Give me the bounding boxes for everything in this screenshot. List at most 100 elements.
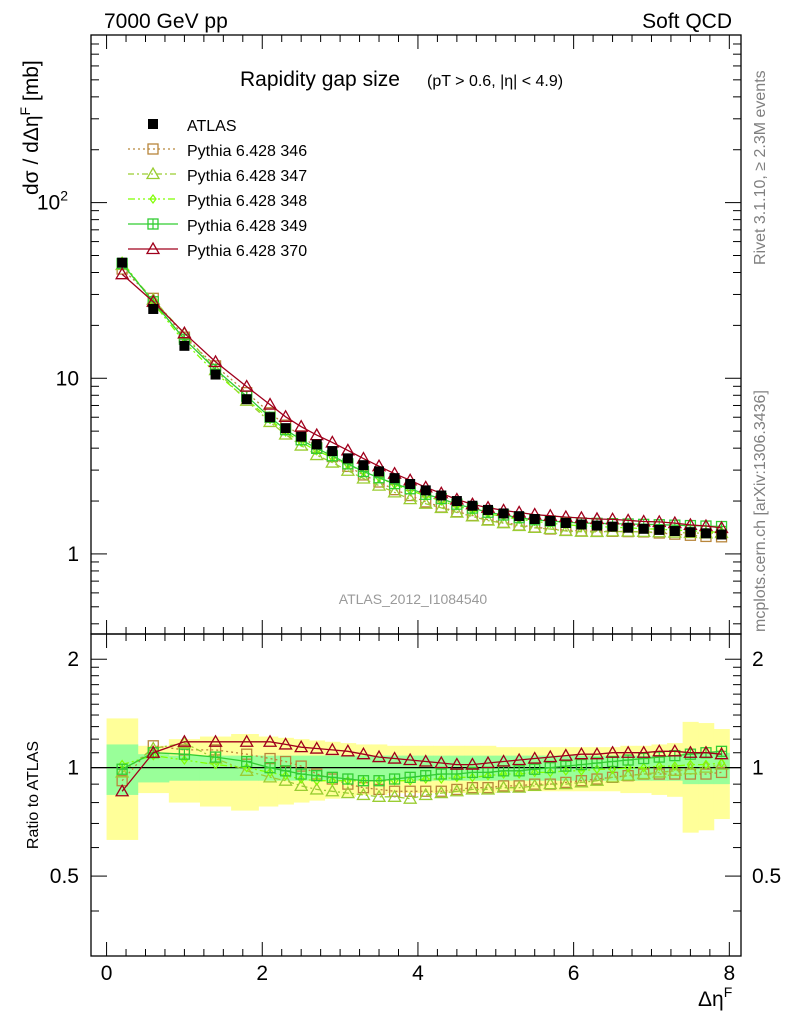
ratio-line-1: [121, 742, 722, 800]
ratio-point-2: [717, 758, 726, 769]
series-point-1: [558, 523, 573, 537]
ratio-point-2: [499, 769, 508, 780]
series-point-1: [340, 463, 356, 476]
legend-marker-1: [145, 166, 161, 180]
ratio-point-2: [468, 772, 477, 783]
series-point-1: [403, 491, 418, 505]
ratio-point-4: [652, 744, 667, 757]
ratio-point-4: [434, 755, 449, 769]
ratio-point-1: [115, 765, 130, 778]
ratio-point-1: [465, 782, 480, 795]
ratio-point-1: [309, 782, 324, 795]
ratio-point-4: [683, 745, 698, 758]
ratio-point-1: [294, 778, 309, 792]
legend-label-4: Pythia 6.428 370: [187, 243, 307, 260]
series-point-4: [208, 354, 223, 368]
ratio-series-layer: [115, 734, 729, 804]
ratio-point-1: [239, 763, 254, 776]
ratio-point-1: [418, 787, 433, 801]
ratio-point-2: [546, 767, 555, 778]
ratio-point-1: [496, 780, 511, 793]
ratio-point-0: [404, 785, 416, 797]
x-tick-label: 2: [256, 962, 268, 985]
main-series-layer: [115, 256, 729, 543]
ratio-point-1: [574, 775, 589, 788]
ratio-point-2: [281, 770, 290, 781]
ratio-point-1: [356, 787, 371, 801]
ratio-point-4: [278, 737, 293, 750]
ratio-point-2: [406, 775, 414, 786]
series-point-4: [278, 409, 293, 422]
ratio-ytick-label-right: 0.5: [752, 865, 781, 888]
main-ylabel: dσ / dΔηF [mb]: [17, 60, 43, 195]
ratio-point-2: [655, 761, 664, 772]
ratio-point-1: [278, 773, 293, 786]
legend-marker-0: [147, 143, 159, 155]
ratio-point-4: [558, 748, 573, 761]
series-point-1: [309, 447, 324, 461]
series-point-1: [574, 524, 589, 537]
ratio-point-2: [312, 775, 321, 786]
ratio-point-1: [480, 782, 496, 795]
ratio-point-2: [702, 759, 710, 770]
series-point-4: [294, 419, 309, 432]
ratio-plot-frame: [90, 633, 742, 957]
ratio-point-4: [239, 734, 254, 747]
ratio-point-4: [574, 746, 589, 760]
legend-label-1: Pythia 6.428 347: [187, 168, 307, 185]
x-tick-label: 6: [568, 962, 580, 985]
ratio-point-4: [605, 745, 620, 758]
series-point-4: [309, 427, 324, 441]
ratio-point-1: [683, 761, 698, 775]
series-point-1: [527, 520, 542, 534]
series-point-1: [325, 455, 340, 468]
series-point-1: [371, 478, 387, 491]
ratio-point-2: [297, 774, 305, 785]
legend-atlas-label: ATLAS: [187, 118, 237, 135]
ratio-point-4: [667, 744, 682, 757]
ratio-point-2: [421, 774, 430, 785]
ratio-ytick-label: 2: [67, 648, 79, 671]
ratio-ytick-label: 1: [67, 757, 79, 780]
ratio-point-1: [543, 776, 558, 790]
x-axis-label: ΔηF: [698, 984, 732, 1011]
main-ytick-label-exp: 2: [60, 188, 68, 204]
ratio-axis-ticks: 0.5 0.5 1 1 2 2 0 2 4 6 8: [50, 35, 781, 985]
chart-title: Rapidity gap size: [240, 68, 400, 91]
ratio-point-4: [714, 746, 729, 760]
ratio-point-2: [484, 770, 492, 781]
series-point-1: [480, 513, 496, 526]
ratio-point-4: [698, 745, 714, 758]
series-point-1: [543, 521, 558, 535]
chart-title-cut: (pT > 0.6, |η| < 4.9): [427, 73, 563, 90]
mcplots-info: mcplots.cern.ch [arXiv:1306.3436]: [752, 390, 769, 632]
series-point-1: [418, 496, 433, 509]
ratio-point-2: [562, 765, 570, 776]
legend: ATLAS Pythia 6.428 346 Pythia 6.428 347 Pyt…: [128, 118, 307, 260]
series-point-1: [512, 518, 527, 532]
rivet-info: Rivet 3.1.10, ≥ 2.3M events: [752, 70, 769, 265]
x-tick-label: 4: [412, 962, 424, 985]
ratio-point-2: [530, 767, 539, 778]
series-point-1: [387, 485, 402, 498]
ratio-point-2: [671, 761, 679, 772]
ratio-ytick-label-right: 2: [752, 648, 764, 671]
ratio-point-4: [340, 744, 356, 757]
ratio-point-1: [698, 760, 714, 773]
main-ytick-label: 10: [56, 367, 79, 390]
ratio-point-4: [294, 739, 309, 753]
series-point-1: [434, 500, 449, 514]
legend-atlas-marker: [148, 119, 158, 129]
ratio-point-2: [453, 772, 461, 783]
ratio-point-4: [403, 752, 418, 766]
x-tick-label: 0: [101, 962, 113, 985]
energy-label: 7000 GeV pp: [104, 10, 228, 33]
ratio-point-2: [266, 767, 274, 778]
ratio-point-4: [636, 745, 651, 758]
series-point-4: [262, 397, 278, 410]
ratio-point-2: [624, 762, 632, 773]
main-ytick-label: 1: [67, 543, 79, 566]
ratio-point-4: [621, 745, 636, 758]
series-point-4: [239, 379, 254, 392]
